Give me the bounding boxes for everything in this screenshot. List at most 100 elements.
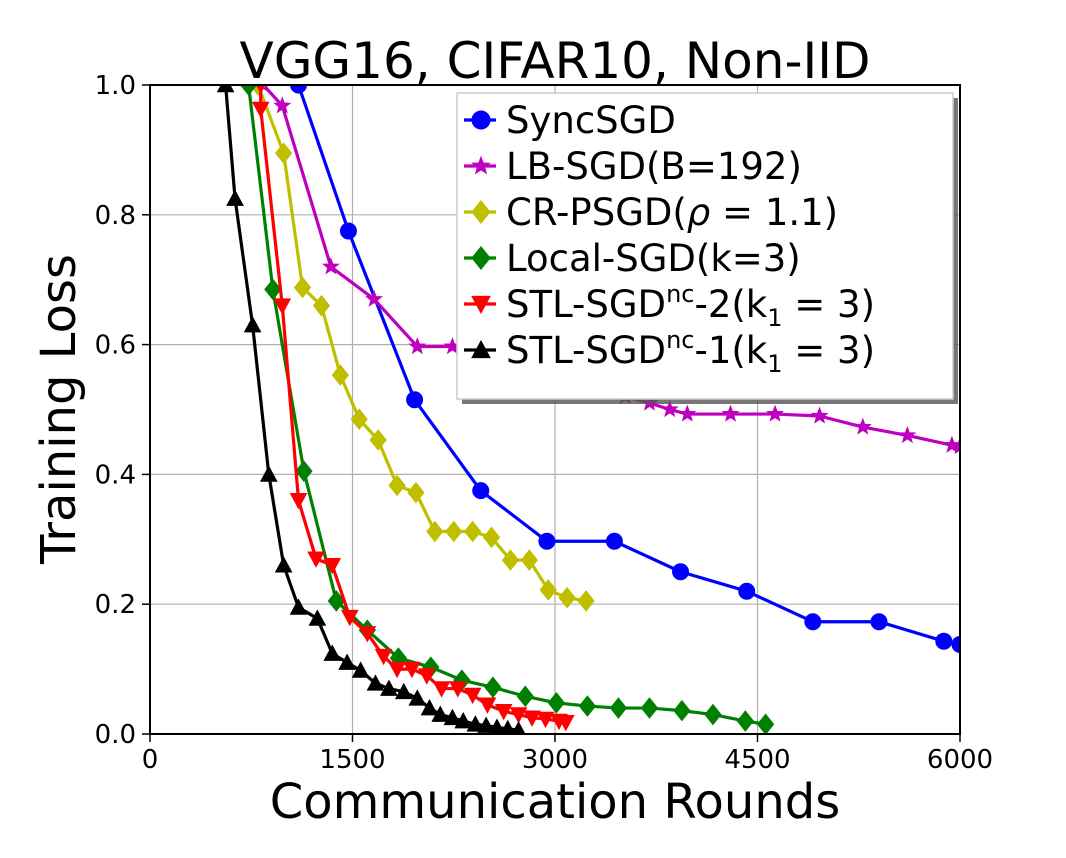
syncsgd-point (935, 632, 953, 650)
series-stl-sgdnc-1-k1-3 (216, 85, 526, 734)
stl-sgdnc-2-k1-3-line (259, 85, 567, 724)
stl-sgdnc-1-k1-3-point (500, 719, 516, 734)
stl-sgdnc-1-k1-3-point (338, 653, 356, 670)
stl-sgdnc-1-k1-3-point (420, 698, 439, 716)
cr-psgd-1-1-point (482, 526, 501, 549)
stl-sgdnc-1-k1-3-point (408, 689, 427, 706)
local-sgd-k-3-point (484, 676, 502, 699)
syncsgd-point (472, 482, 490, 500)
stl-sgdnc-1-k1-3-point (323, 644, 342, 661)
cr-psgd-1-1-point (501, 549, 520, 571)
stl-sgdnc-1-k1-3-point (380, 679, 398, 696)
cr-psgd-1-1-point (275, 142, 293, 164)
x-tick-label: 6000 (927, 745, 993, 775)
local-sgd-k-3-point (239, 85, 258, 96)
syncsgd-point (870, 613, 888, 631)
legend-swatch-marker (471, 155, 491, 175)
lb-sgd-b-192-point (810, 406, 829, 424)
x-tick-label: 3000 (522, 745, 588, 775)
syncsgd-point (406, 391, 424, 409)
legend-label: STL-SGDnc-1(k1 = 3) (506, 326, 875, 378)
stl-sgdnc-1-k1-3-point (289, 598, 308, 615)
stl-sgdnc-2-k1-3-point (556, 715, 575, 732)
y-tick-label: 0.8 (95, 201, 136, 231)
local-sgd-k-3-point (704, 703, 722, 726)
local-sgd-k-3-point (609, 697, 628, 719)
legend-entry-lb-sgd-b-192: LB-SGD(B=192) (464, 145, 802, 188)
legend-swatch-marker (471, 245, 491, 271)
legend-swatch-marker (471, 339, 491, 359)
x-tick-label: 4500 (724, 745, 790, 775)
y-axis-label: Training Loss (31, 254, 87, 565)
legend-label: STL-SGDnc-2(k1 = 3) (506, 280, 875, 332)
stl-sgdnc-2-k1-3-point (536, 711, 555, 729)
cr-psgd-1-1-point (539, 579, 557, 601)
series-cr-psgd-1-1 (249, 85, 595, 612)
local-sgd-k-3-point (547, 692, 565, 714)
local-sgd-k-3-point (578, 695, 597, 717)
local-sgd-k-3-point (264, 278, 282, 301)
stl-sgdnc-2-k1-3-point (388, 661, 406, 679)
syncsgd-point (538, 532, 556, 550)
cr-psgd-1-1-point (388, 474, 406, 497)
legend-swatch-marker (471, 199, 491, 225)
local-sgd-k-3-point (640, 697, 659, 719)
y-tick-label: 0.6 (95, 331, 136, 361)
stl-sgdnc-2-k1-3-point (523, 710, 541, 727)
lb-sgd-b-192-point (678, 404, 697, 422)
stl-sgdnc-1-k1-3-point (243, 316, 262, 333)
legend-entry-stl-sgdnc-2-k1-3: STL-SGDnc-2(k1 = 3) (464, 280, 875, 332)
stl-sgdnc-2-k1-3-point (494, 703, 513, 721)
lb-sgd-b-192-point (273, 96, 292, 114)
stl-sgdnc-2-k1-3-point (448, 681, 467, 698)
stl-sgdnc-1-k1-3-point (511, 721, 526, 734)
legend-label: Local-SGD(k=3) (506, 237, 801, 280)
series-syncsgd (290, 85, 960, 653)
stl-sgdnc-2-k1-3-point (432, 681, 451, 698)
stl-sgdnc-2-k1-3-point (323, 557, 342, 575)
syncsgd-line (296, 85, 960, 647)
legend-swatch-marker (471, 110, 491, 130)
local-sgd-k-3-point (516, 685, 534, 708)
stl-sgdnc-1-k1-3-point (226, 189, 244, 206)
cr-psgd-1-1-point (520, 549, 538, 571)
legend-label: CR-PSGD(ρ = 1.1) (506, 191, 838, 234)
stl-sgdnc-2-k1-3-point (374, 648, 393, 666)
legend-label: LB-SGD(B=192) (506, 145, 802, 188)
lb-sgd-b-192-point (898, 426, 917, 444)
legend-entry-cr-psgd-1-1: CR-PSGD(ρ = 1.1) (464, 191, 838, 234)
y-tick-label: 1.0 (95, 71, 136, 101)
lb-sgd-b-192-point (951, 437, 960, 455)
x-axis: 0 1500 3000 4500 6000 (142, 734, 993, 775)
local-sgd-k-3-point (736, 710, 754, 732)
stl-sgdnc-1-k1-3-point (274, 556, 293, 573)
legend-entry-local-sgd-k-3: Local-SGD(k=3) (464, 237, 801, 280)
syncsgd-point (605, 532, 623, 550)
stl-sgdnc-2-k1-3-point (463, 687, 482, 705)
lb-sgd-b-192-point (321, 257, 340, 275)
y-tick-label: 0.4 (95, 460, 136, 490)
stl-sgdnc-2-k1-3-point (251, 101, 270, 119)
y-tick-label: 0.0 (95, 720, 136, 750)
legend-swatch-marker (471, 295, 491, 315)
cr-psgd-1-1-point (445, 520, 463, 543)
stl-sgdnc-1-k1-3-point (216, 85, 235, 93)
stl-sgdnc-1-k1-3-point (431, 705, 450, 722)
cr-psgd-1-1-point (293, 276, 312, 299)
stl-sgdnc-1-k1-3-point (454, 711, 473, 729)
chart-title: VGG16, CIFAR10, Non-IID (239, 32, 870, 90)
y-axis: 0.0 0.2 0.4 0.6 0.8 1.0 (95, 71, 150, 750)
syncsgd-point (804, 613, 822, 631)
series-stl-sgdnc-2-k1-3 (251, 85, 575, 732)
stl-sgdnc-2-k1-3-point (289, 493, 308, 510)
syncsgd-point (290, 85, 307, 94)
lb-sgd-b-192-point (365, 289, 384, 307)
stl-sgdnc-2-k1-3-point (273, 298, 292, 315)
cr-psgd-1-1-point (577, 590, 595, 612)
stl-sgdnc-1-k1-3-point (259, 465, 278, 482)
local-sgd-k-3-point (673, 699, 691, 722)
syncsgd-point (339, 222, 357, 240)
lb-sgd-b-192-point (766, 404, 785, 422)
syncsgd-point (951, 635, 960, 653)
